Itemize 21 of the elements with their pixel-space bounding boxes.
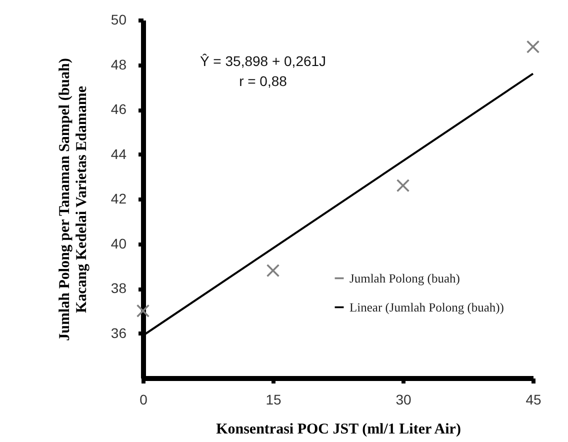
x-tick-label: 0 — [140, 392, 148, 408]
y-tick-label: 40 — [110, 235, 127, 252]
point — [526, 40, 540, 54]
point — [136, 304, 150, 318]
y-tick-label: 42 — [110, 190, 127, 206]
y-tick-label: 50 — [110, 12, 127, 28]
x-axis-title: Konsentrasi POC JST (ml/1 Liter Air) — [216, 422, 461, 438]
legend-label: Linear (Jumlah Polong (buah)) — [350, 300, 504, 314]
point — [266, 264, 280, 278]
x-tick-label: 15 — [266, 392, 282, 408]
y-tick-label: 44 — [110, 146, 127, 162]
annotation: Ŷ = 35,898 + 0,261J r = 0,88 — [200, 53, 326, 89]
y-tick-label: 38 — [110, 280, 127, 296]
legend-label: Jumlah Polong (buah) — [350, 271, 460, 286]
y-tick-label: 48 — [110, 56, 127, 72]
y-tick-label: 36 — [110, 324, 127, 341]
y-axis-title: Jumlah Polong per Tanaman Sampel (buah) Kacang Kedelai Varietas Edamame — [56, 58, 90, 341]
y-tick-label: 46 — [110, 101, 127, 117]
x-tick-label: 30 — [396, 392, 412, 408]
point — [396, 178, 410, 192]
x-tick-label: 45 — [526, 392, 542, 408]
